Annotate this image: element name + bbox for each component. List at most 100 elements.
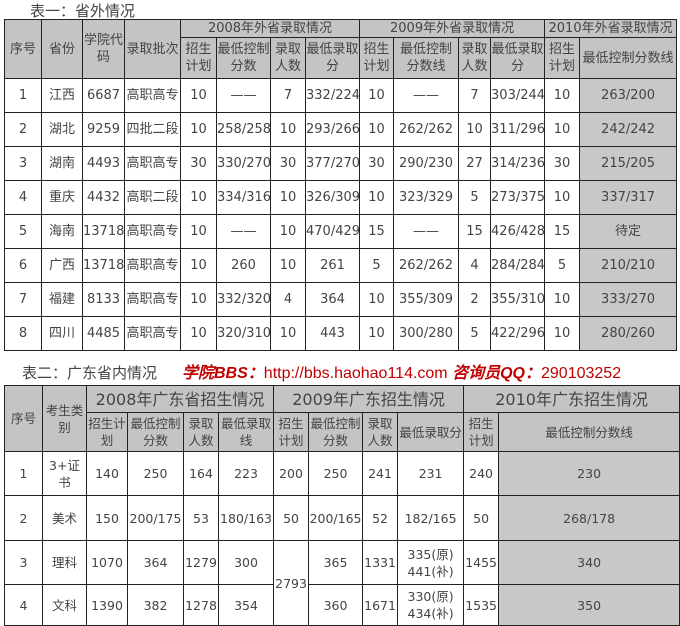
table-cell: 53 [183, 495, 219, 541]
table-cell: 30 [270, 146, 306, 181]
table-cell: 美术 [42, 495, 87, 541]
table-cell: 高职高专 [124, 282, 181, 317]
table-cell: 364 [304, 282, 361, 317]
table-cell: 1279 [183, 540, 219, 585]
column-header: 最低控制分数 [127, 412, 184, 452]
table-row: 4 重庆 4432 高职二段 10 334/316 10 326/309 10 323/329 5 2… [4, 180, 678, 215]
table-cell: 52 [362, 495, 399, 541]
table-cell: 4432 [82, 180, 125, 215]
table-cell: 300 [217, 540, 275, 585]
table-cell: 10 [270, 316, 306, 351]
table-cell: 326/309 [304, 180, 361, 215]
table-cell: 382 [127, 584, 184, 626]
table-cell: 303/244 [490, 78, 546, 113]
table-cell: 高职高专 [124, 248, 181, 283]
column-header: 最低录取线 [217, 412, 275, 452]
table-cell: 27 [458, 146, 492, 181]
table-cell: 6687 [82, 78, 125, 113]
column-header: 招生计划 [359, 37, 395, 79]
column-header: 最低录取分 [397, 412, 465, 452]
header-row: 序号 考生类别 2008年广东省招生情况 2009年广东招生情况 2010年广东招生情况 [4, 385, 680, 452]
table-cell: 330(原) 434(补) [397, 584, 465, 626]
table-cell: 理科 [42, 540, 87, 585]
column-header: 最低控制分数 [216, 37, 271, 79]
table-cell: 231 [397, 451, 465, 496]
table-cell: 150 [86, 495, 128, 541]
table-cell: 10 [544, 282, 581, 317]
table-cell: 3 [4, 540, 43, 585]
table-cell: 湖南 [41, 146, 83, 181]
table-cell: 10 [180, 282, 217, 317]
table-row: 4 文科 1390 382 1278 354 360 1671 330(原) 434(补) 153… [4, 584, 680, 626]
group-header: 2008年广东省招生情况 [85, 385, 275, 413]
table-cell: 355/310 [490, 282, 546, 317]
table-cell: 四川 [41, 316, 83, 351]
group-header: 2010年广东招生情况 [463, 385, 680, 413]
table-cell: 1 [4, 78, 42, 113]
table-cell: 261 [304, 248, 361, 283]
table-cell: 重庆 [41, 180, 83, 215]
table-cell: 332/320 [216, 282, 271, 317]
subheader-row: 招生计划 最低控制分数 录取人数 最低录取分 招生计划 最低控制分数线 录取人数 最低录取分招… [5, 37, 678, 79]
table-cell: 10 [180, 112, 217, 147]
table1-title: 表一：省外情况 [30, 2, 136, 20]
table-cell: 223 [217, 451, 275, 496]
table-cell: 7 [4, 282, 42, 317]
column-header: 录取人数 [458, 37, 492, 79]
table-cell: 200/175 [127, 495, 184, 541]
table-row: 3 理科 1070 364 1279 300 2793 365 1331 335(原) 441(补… [4, 540, 680, 626]
table-cell: 164 [183, 451, 219, 496]
table-cell: 280/260 [579, 316, 678, 351]
column-header: 最低控制分数 [308, 412, 364, 452]
table-cell: 5 [359, 248, 395, 283]
qq-number: 290103252 [541, 365, 622, 382]
table-cell: 5 [4, 214, 42, 249]
table-cell: 江西 [41, 78, 83, 113]
table-cell: 240 [463, 451, 500, 496]
header-row: 序号 省份 学院代码 录取批次 2008年外省录取情况 2009年外省录取情况 2010年外… [4, 19, 678, 79]
table-cell: 335(原) 441(补) [397, 540, 465, 585]
table-cell: 湖北 [41, 112, 83, 147]
table-cell: 10 [180, 214, 217, 249]
table-cell: 300/280 [393, 316, 460, 351]
table-cell: 10 [359, 180, 395, 215]
table-cell: 360 [308, 584, 364, 626]
table-cell: 50 [273, 495, 310, 541]
column-header: 序号 [4, 385, 43, 452]
table-cell: 333/270 [579, 282, 678, 317]
table-cell: 443 [304, 316, 361, 351]
table-cell: 30 [180, 146, 217, 181]
table-row: 2 美术 150 200/175 53 180/163 50 200/165 52 182/165… [4, 495, 680, 541]
table-row: 3 湖南 4493 高职高专 30 330/270 30 377/270 30 290/230 27… [4, 146, 678, 181]
table-cell: 30 [359, 146, 395, 181]
table-cell: 323/329 [393, 180, 460, 215]
table-row: 1 3+证书 140 250 164 223 200 250 241 231 240 230 [4, 451, 680, 496]
table-cell: 高职高专 [124, 78, 181, 113]
table-cell: 3+证书 [42, 451, 87, 496]
table-cell: 5 [544, 248, 581, 283]
table-cell: 10 [180, 180, 217, 215]
column-header: 序号 [4, 19, 42, 79]
table-cell: 文科 [42, 584, 87, 626]
table-cell: 215/205 [579, 146, 678, 181]
table-row: 6 广西 13718 高职高专 10 260 10 261 5 262/262 4 284/284 5 2… [4, 248, 678, 283]
table-cell: 242/242 [579, 112, 678, 147]
table-cell: 262/262 [393, 248, 460, 283]
table-cell: 10 [270, 214, 306, 249]
table-cell: 30 [544, 146, 581, 181]
table-cell: 250 [308, 451, 364, 496]
column-header: 录取人数 [183, 412, 219, 452]
table-cell: 311/296 [490, 112, 546, 147]
table-cell: 4493 [82, 146, 125, 181]
bbs-url[interactable]: http://bbs.haohao114.com [263, 365, 448, 382]
table-cell: 高职高专 [124, 146, 181, 181]
column-header: 招生计划 [273, 412, 310, 452]
table-cell: 241 [362, 451, 399, 496]
table-cell: 330/270 [216, 146, 271, 181]
table-cell: 8133 [82, 282, 125, 317]
table2-title: 表二：广东省内情况 [22, 364, 158, 382]
table-cell: 10 [180, 316, 217, 351]
table-cell: 140 [86, 451, 128, 496]
column-header: 省份 [41, 19, 83, 79]
table-cell: —— [393, 78, 460, 113]
